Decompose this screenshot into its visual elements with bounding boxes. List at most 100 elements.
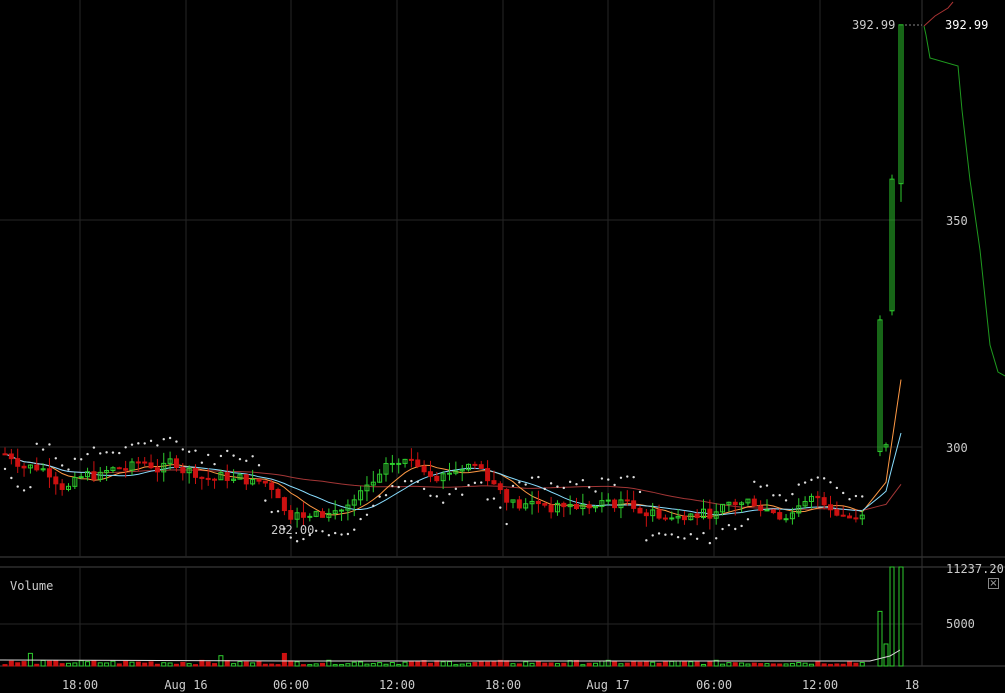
volume-bar-55 (351, 661, 357, 667)
candle-body-19 (123, 468, 129, 471)
volume-bar-106 (675, 660, 681, 667)
volume-bar-32 (205, 661, 211, 667)
volume-bar-71 (453, 664, 459, 667)
volume-bar-95 (605, 659, 611, 667)
sar-dot-13 (86, 452, 89, 456)
depth-curve (905, 1, 1005, 377)
sar-dot-2 (16, 485, 19, 488)
ma-fast-line (4, 379, 902, 518)
candle-body-53 (339, 509, 345, 512)
sar-dot-62 (397, 485, 400, 489)
x-tick-3: 12:00 (379, 678, 415, 692)
volume-bar-17 (110, 660, 116, 667)
sar-dot-69 (441, 501, 445, 504)
candle-body-119 (758, 505, 764, 511)
volume-bar-10 (66, 662, 71, 667)
candle-body-84 (535, 500, 541, 505)
candle-body-91 (580, 504, 586, 510)
sar-dot-35 (226, 449, 229, 453)
candle-body-27 (173, 458, 179, 469)
sar-dot-118 (753, 480, 756, 484)
candle-body-25 (161, 462, 167, 473)
sar-dot-133 (848, 497, 851, 501)
volume-bar-2 (15, 662, 21, 667)
candle-body-61 (389, 462, 395, 465)
candle-body-77 (491, 480, 497, 485)
sar-dot-15 (99, 452, 102, 455)
volume-bar-41 (262, 663, 268, 667)
candle-body-56 (358, 490, 364, 501)
candle-body-89 (567, 503, 573, 508)
candle-body-121 (770, 509, 776, 514)
candle-body-55 (351, 499, 357, 506)
sar-dot-104 (664, 533, 667, 536)
volume-bar-50 (320, 662, 325, 667)
price-tick-350: 350 (946, 214, 968, 228)
sar-dot-52 (334, 531, 337, 535)
sar-dot-134 (854, 494, 858, 498)
volume-bar-120 (764, 663, 770, 667)
sar-dot-63 (403, 480, 407, 483)
candle-body-126 (802, 501, 808, 507)
sar-dot-34 (219, 454, 223, 458)
candle-body-42 (269, 482, 275, 490)
sar-dot-80 (511, 484, 515, 488)
candle-body-103 (656, 509, 662, 519)
volume-bar-57 (364, 663, 370, 667)
volume-bar-16 (104, 662, 110, 667)
volume-bar-69 (440, 661, 446, 667)
volume-bar-1 (8, 660, 14, 667)
volume-bar-130 (828, 663, 833, 667)
volume-bar-11 (72, 662, 78, 667)
candle-body-97 (618, 499, 624, 509)
candle-body-73 (466, 463, 472, 471)
volume-bar-47 (300, 664, 306, 667)
volume-bar-93 (593, 662, 599, 667)
sar-dot-9 (60, 464, 64, 467)
volume-bar-96 (612, 660, 618, 667)
volume-bar-23 (148, 661, 154, 667)
volume-bar-19 (123, 660, 129, 667)
sar-dot-72 (461, 493, 464, 496)
candle-body-79 (504, 489, 510, 503)
volume-bar-18 (116, 663, 122, 667)
candle-body-43 (275, 488, 281, 499)
sar-dot-83 (530, 476, 534, 479)
sar-dot-49 (314, 529, 318, 532)
volume-bar-108 (688, 661, 694, 667)
sar-dot-14 (92, 446, 96, 449)
volume-bar-99 (631, 661, 637, 667)
candle-body-95 (605, 499, 611, 502)
candle-body-108 (688, 513, 694, 521)
volume-bar-111 (707, 660, 713, 667)
x-tick-4: 18:00 (485, 678, 521, 692)
sar-dot-116 (740, 524, 743, 528)
volume-bar-112 (713, 659, 719, 667)
candle-body-118 (751, 498, 757, 507)
candle-body-69 (440, 473, 446, 482)
sar-dot-84 (537, 475, 540, 479)
candle-body-117 (745, 498, 751, 504)
volume-bar-97 (618, 663, 624, 667)
volume-bar-62 (396, 664, 402, 667)
candle-body-23 (148, 462, 154, 469)
volume-bar-53 (339, 664, 345, 667)
volume-bar-54 (345, 663, 351, 667)
candle-body-128 (815, 495, 821, 499)
sar-dot-112 (715, 537, 718, 540)
sar-dot-10 (67, 468, 70, 471)
sar-dot-54 (346, 532, 350, 536)
candle-body-70 (447, 472, 452, 475)
volume-bar-133 (847, 661, 853, 667)
sar-dot-109 (695, 537, 699, 540)
candle-body-22 (142, 461, 148, 464)
volume-bar-45 (288, 660, 294, 667)
sar-dot-113 (721, 527, 724, 531)
x-tick-8: 18 (905, 678, 919, 692)
candle-body-94 (599, 500, 605, 508)
sar-dot-73 (467, 484, 470, 487)
volume-bar-44 (281, 652, 287, 667)
sar-dot-33 (213, 462, 216, 466)
close-volume-panel-icon[interactable]: × (988, 578, 999, 589)
